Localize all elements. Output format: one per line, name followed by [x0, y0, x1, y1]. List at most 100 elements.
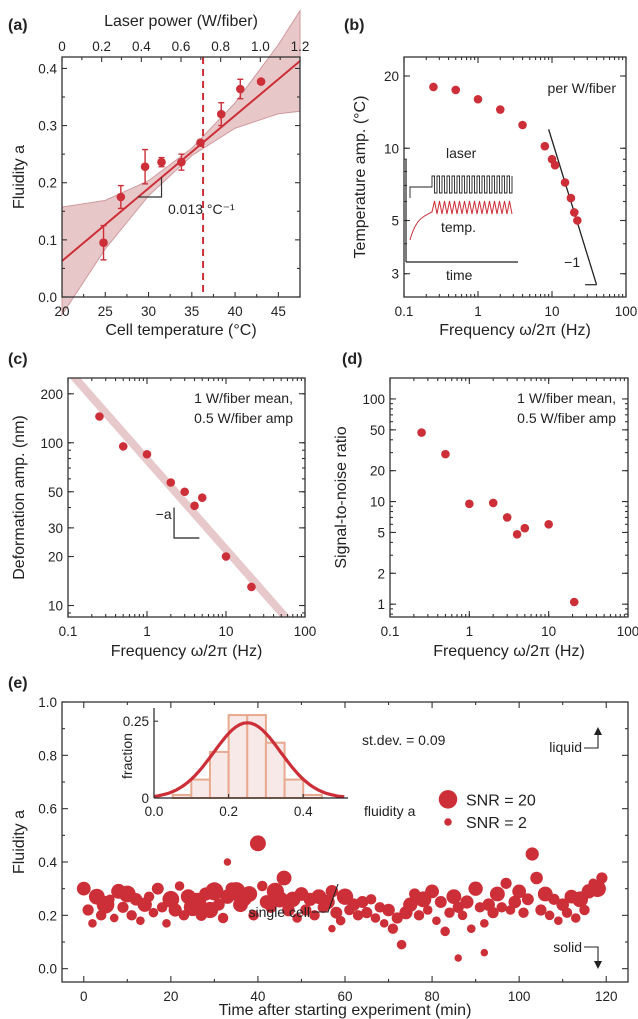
liquid-arrow [594, 727, 602, 735]
data-point [488, 498, 498, 508]
laser-signal [409, 175, 513, 198]
data-point [441, 449, 450, 459]
inset-y-tick-label: 0 [141, 791, 149, 806]
x-tick-label: 45 [271, 304, 286, 319]
x-tick-label: 20 [54, 304, 69, 319]
x-axis-label: Frequency ω/2π (Hz) [111, 643, 263, 660]
data-point [320, 894, 335, 910]
gaussian-fit [153, 721, 345, 799]
data-point [212, 898, 225, 911]
per-fiber-annotation: per W/fiber [548, 80, 617, 96]
legend-marker-large [438, 790, 458, 809]
data-point [422, 905, 433, 915]
x-tick-label: 0.1 [59, 624, 78, 639]
y-tick-label: 0.0 [38, 290, 57, 305]
data-point [540, 141, 550, 151]
hist-bar [283, 778, 305, 799]
data-point [221, 552, 231, 561]
data-point [466, 924, 476, 933]
y-tick-label: 5 [391, 213, 399, 228]
x2-tick-label: 0.6 [172, 39, 191, 54]
annotation-line2: 0.5 W/fiber amp [194, 410, 293, 426]
data-point [596, 872, 608, 884]
data-point [241, 886, 258, 902]
y-tick-label: 0.2 [38, 176, 57, 191]
x-tick-label: 0.1 [395, 304, 414, 319]
data-point [460, 895, 474, 909]
fit-band [69, 378, 291, 617]
data-point [480, 948, 489, 957]
data-point [82, 904, 94, 916]
y-axis-label: Fluidity a [11, 810, 28, 874]
data-point [396, 939, 407, 950]
data-point [292, 913, 302, 923]
y-tick-label: 0.8 [38, 748, 57, 763]
panel-label: (e) [8, 675, 28, 692]
data-point [168, 903, 182, 917]
data-point [535, 904, 547, 916]
data-point [560, 178, 570, 187]
data-point [500, 877, 512, 889]
data-point [151, 882, 164, 895]
panel-label: (c) [8, 351, 28, 368]
x-tick-label: 10 [541, 624, 556, 639]
data-point [518, 120, 527, 130]
plot-frame [61, 701, 629, 983]
data-point [126, 910, 137, 921]
y-axis-label: Deformation amp. (nm) [11, 415, 28, 580]
data-point [446, 889, 462, 905]
data-point [544, 910, 555, 921]
slope-triangle [138, 177, 163, 198]
panel-label: (b) [344, 17, 364, 34]
data-point [570, 913, 581, 923]
data-point [432, 916, 441, 925]
inset-y-tick-label: 0.25 [123, 714, 149, 729]
data-point [196, 138, 205, 148]
x-tick-label: 1 [466, 624, 474, 639]
inset-x-tick-label: 0.4 [294, 804, 313, 819]
x-tick-label: 100 [294, 624, 317, 639]
panel-label: (a) [8, 17, 28, 34]
data-point [109, 913, 119, 923]
annotation-line2: 0.5 W/fiber amp [517, 410, 616, 426]
hist-bar [264, 741, 286, 800]
x-tick-label: 1 [474, 304, 482, 319]
data-point [544, 520, 553, 529]
y-tick-label: 100 [362, 392, 385, 407]
data-point [548, 893, 560, 905]
plot-frame [67, 377, 306, 618]
x-axis-label: Frequency ω/2π (Hz) [433, 643, 585, 660]
data-point [325, 885, 339, 898]
data-point [177, 157, 186, 167]
data-point [468, 881, 483, 896]
data-point [387, 923, 399, 934]
plot-frame [403, 56, 627, 298]
data-point [162, 919, 171, 928]
data-point [561, 907, 573, 918]
data-point [271, 891, 288, 908]
data-point [473, 94, 483, 104]
data-point [256, 77, 266, 86]
x2-tick-label: 1.0 [251, 39, 270, 54]
solid-label: solid [553, 939, 582, 955]
y-axis-label: Temperature amp. (°C) [352, 96, 369, 259]
inset-annotation: st.dev. = 0.09 [362, 732, 446, 748]
x-tick-label: 0 [80, 989, 88, 1004]
data-point [550, 160, 560, 170]
x-axis-label: Frequency ω/2π (Hz) [439, 322, 591, 339]
legend-label-large: SNR = 20 [466, 792, 536, 809]
data-point [352, 910, 364, 921]
data-point [216, 109, 226, 119]
data-point [589, 880, 606, 898]
data-point [140, 162, 150, 172]
inset-x-tick-label: 0.2 [219, 804, 238, 819]
data-point [512, 529, 522, 539]
data-point [444, 907, 455, 918]
x2-tick-label: 0 [58, 39, 66, 54]
panel-label: (d) [342, 351, 362, 368]
y-tick-label: 20 [384, 69, 399, 84]
data-point [197, 493, 207, 502]
legend-marker-small [444, 818, 452, 826]
panel-b: (b) 0.1 1 10 100 3 5 10 20 Frequency ω/2π (Hz) Tem… [344, 17, 637, 339]
data-point [569, 597, 579, 607]
